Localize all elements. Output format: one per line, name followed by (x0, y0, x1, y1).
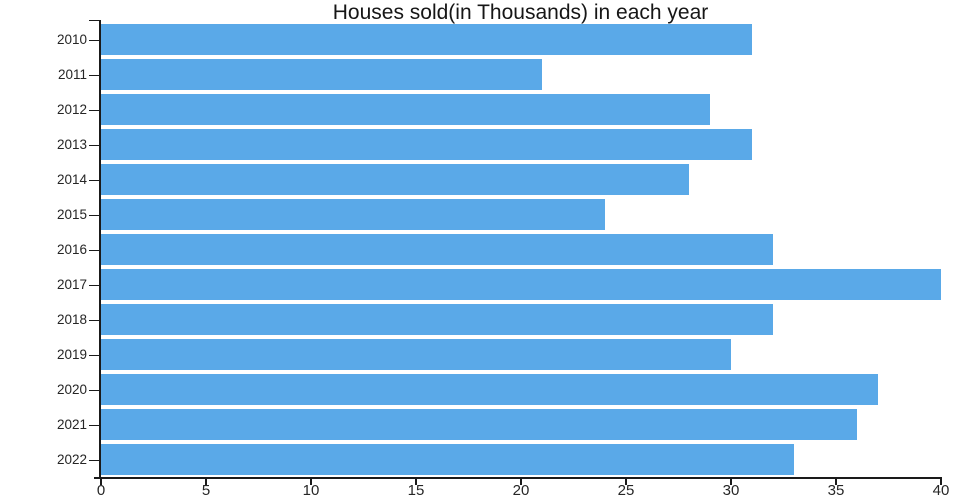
x-axis-line (94, 477, 942, 479)
y-axis-label-2010: 2010 (56, 32, 87, 47)
bar-2010 (101, 23, 752, 55)
x-axis-label-35: 35 (827, 482, 845, 499)
bar-2017 (101, 268, 941, 300)
chart-title: Houses sold(in Thousands) in each year (332, 1, 709, 24)
x-tick-5 (205, 478, 207, 485)
x-axis-label-25: 25 (617, 482, 635, 499)
y-tick-2015 (89, 214, 100, 216)
x-tick-25 (625, 478, 627, 485)
y-tick-2017 (89, 284, 100, 286)
y-axis-label-2017: 2017 (56, 277, 87, 292)
y-tick-2020 (89, 389, 100, 391)
bar-2021 (101, 408, 857, 440)
x-tick-30 (730, 478, 732, 485)
y-axis-label-2018: 2018 (56, 312, 87, 327)
y-tick-2021 (89, 424, 100, 426)
bar-2011 (101, 58, 542, 90)
x-axis-label-5: 5 (201, 482, 211, 499)
y-axis-label-2011: 2011 (57, 67, 87, 82)
x-tick-15 (415, 478, 417, 485)
y-axis-label-2013: 2013 (56, 137, 87, 152)
bar-2022 (101, 443, 794, 475)
bar-2018 (101, 303, 773, 335)
y-axis-label-2022: 2022 (56, 452, 87, 467)
x-tick-35 (835, 478, 837, 485)
bar-2013 (101, 128, 752, 160)
x-axis-label-15: 15 (407, 482, 425, 499)
bar-2016 (101, 233, 773, 265)
y-axis-label-2012: 2012 (56, 102, 87, 117)
x-axis-label-40: 40 (932, 482, 950, 499)
y-tick-2012 (89, 109, 100, 111)
x-tick-10 (310, 478, 312, 485)
y-tick-2013 (89, 144, 100, 146)
bar-2012 (101, 93, 710, 125)
x-tick-40 (940, 478, 942, 485)
y-tick-2014 (89, 179, 100, 181)
y-axis-label-2016: 2016 (56, 242, 87, 257)
x-axis-label-20: 20 (512, 482, 530, 499)
y-axis-label-2014: 2014 (56, 172, 87, 187)
x-axis-label-10: 10 (302, 482, 320, 499)
y-axis-label-2019: 2019 (56, 347, 87, 362)
y-axis-label-2021: 2021 (56, 417, 87, 432)
x-tick-20 (520, 478, 522, 485)
x-axis-label-30: 30 (722, 482, 740, 499)
y-axis-label-2015: 2015 (56, 207, 87, 222)
bar-2020 (101, 373, 878, 405)
y-tick-2018 (89, 319, 100, 321)
y-tick-2010 (89, 39, 100, 41)
y-axis-top-cap (89, 19, 100, 21)
x-axis-label-0: 0 (96, 482, 106, 499)
y-tick-2019 (89, 354, 100, 356)
y-axis-label-2020: 2020 (56, 382, 87, 397)
y-tick-2016 (89, 249, 100, 251)
bar-2019 (101, 338, 731, 370)
y-tick-2011 (89, 74, 100, 76)
y-tick-2022 (89, 459, 100, 461)
y-axis-line (99, 19, 101, 479)
bar-2015 (101, 198, 605, 230)
bar-2014 (101, 163, 689, 195)
x-tick-0 (100, 478, 102, 485)
